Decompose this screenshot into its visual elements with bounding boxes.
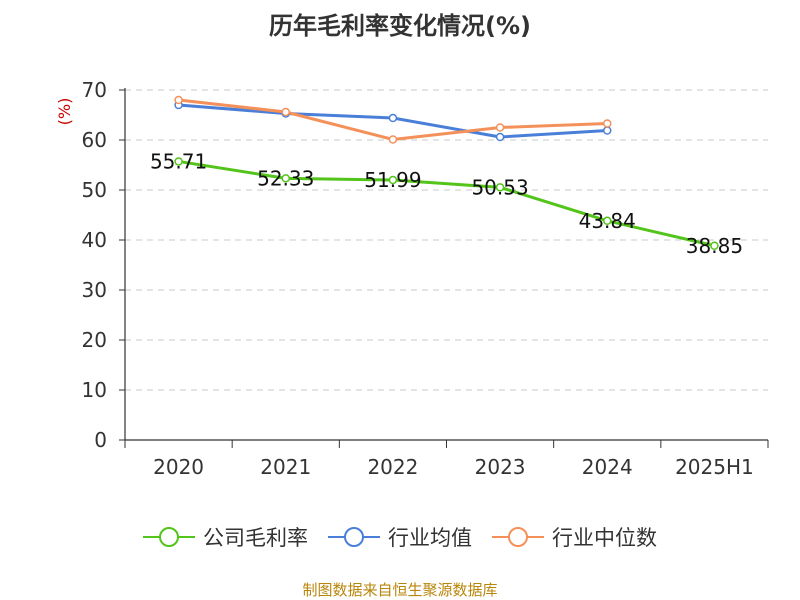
legend-marker-icon bbox=[328, 527, 380, 547]
data-point bbox=[388, 135, 398, 144]
data-point bbox=[603, 119, 612, 128]
series-line-0 bbox=[178, 159, 715, 248]
data-point bbox=[603, 216, 612, 226]
grid-layer bbox=[125, 89, 768, 391]
y-tick-label: 10 bbox=[82, 378, 107, 402]
y-tick-label: 30 bbox=[82, 278, 107, 302]
x-tick-label: 2022 bbox=[367, 455, 418, 479]
legend-label: 公司毛利率 bbox=[203, 526, 308, 550]
data-point bbox=[281, 174, 290, 183]
x-tick-label: 2021 bbox=[260, 455, 311, 479]
legend-label: 行业中位数 bbox=[552, 526, 657, 550]
y-tick-label: 60 bbox=[82, 128, 107, 152]
data-label: 50.53 bbox=[471, 175, 528, 199]
legend-label: 行业均值 bbox=[388, 526, 472, 550]
data-point bbox=[174, 157, 183, 166]
y-axis-label: (%) bbox=[55, 98, 74, 126]
source-note: 制图数据来自恒生聚源数据库 bbox=[302, 581, 498, 599]
data-point bbox=[388, 175, 398, 185]
data-point bbox=[281, 107, 290, 117]
series-layer bbox=[174, 95, 719, 250]
data-point bbox=[495, 123, 505, 132]
data-label: 38.85 bbox=[686, 234, 743, 258]
legend-marker-icon bbox=[143, 527, 195, 547]
y-tick-label: 20 bbox=[82, 328, 107, 352]
y-tick-label: 0 bbox=[94, 428, 107, 452]
y-tick-label: 70 bbox=[82, 78, 107, 102]
data-point bbox=[174, 95, 183, 105]
x-tick-label: 2020 bbox=[153, 455, 204, 479]
data-label: 51.99 bbox=[364, 168, 421, 192]
legend-item[interactable]: 行业中位数 bbox=[492, 522, 657, 552]
data-point bbox=[388, 113, 398, 123]
data-label: 55.71 bbox=[150, 149, 207, 173]
data-point bbox=[603, 126, 612, 135]
data-point bbox=[495, 132, 505, 142]
data-point bbox=[495, 183, 505, 192]
data-label-layer: 55.71 52.33 51.99 50.53 43.84 38.85 bbox=[150, 149, 743, 257]
legend-marker-icon bbox=[492, 527, 544, 547]
chart-title: 历年毛利率变化情况(%) bbox=[269, 12, 531, 40]
y-tick-label: 50 bbox=[82, 178, 107, 202]
x-tick-label: 2023 bbox=[475, 455, 526, 479]
legend-item[interactable]: 公司毛利率 bbox=[143, 522, 308, 552]
legend-item[interactable]: 行业均值 bbox=[328, 522, 472, 552]
y-tick-label: 40 bbox=[82, 228, 107, 252]
legend: 公司毛利率 行业均值 行业中位数 bbox=[0, 522, 800, 552]
data-label: 52.33 bbox=[257, 166, 314, 190]
data-label: 43.84 bbox=[579, 209, 636, 233]
data-point bbox=[710, 241, 719, 250]
x-tick-label: 2025H1 bbox=[675, 455, 754, 479]
axis-layer: 0 10 20 30 40 50 60 70 (%) 2020 2021 2022 2023 2024 20… bbox=[55, 78, 769, 479]
x-tick-label: 2024 bbox=[582, 455, 633, 479]
